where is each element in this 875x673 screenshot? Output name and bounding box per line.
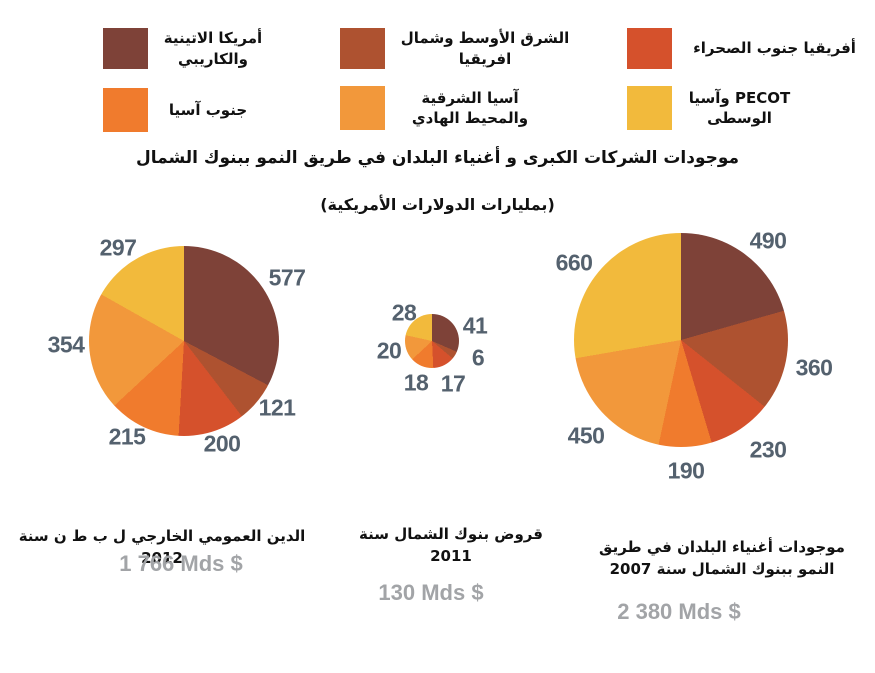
pie1-value-pecot: 297 (99, 234, 137, 261)
pie-assets-northern-banks-2007 (574, 233, 788, 447)
legend-item-east-asia-pacific: آسيا الشرقية والمحيط الهادي (340, 86, 545, 130)
caption-northern-banks-loans-2011: قروض بنوك الشمال سنة 2011 (359, 525, 543, 565)
legend-swatch-south-asia (103, 88, 148, 132)
pie1-value-mena: 121 (258, 394, 296, 421)
caption-assets-northern-banks-2007: موجودات أغنياء البلدان في طريق النمو ببن… (597, 537, 847, 581)
pie-northern-banks-loans-2011 (405, 314, 459, 368)
legend-swatch-latin-america-caribbean (103, 28, 148, 69)
pie-external-public-debt-2012 (89, 246, 279, 436)
pie2-value-sub-saharan: 17 (440, 370, 466, 397)
pie1-value-east-asia: 354 (47, 331, 85, 358)
legend-label-pecot-central-asia: PECOT وآسيا الوسطى (688, 88, 791, 127)
legend-label-sub-saharan-africa: أفريقيا جنوب الصحراء (693, 39, 856, 58)
pie3-value-mena: 360 (795, 354, 833, 381)
legend-swatch-east-asia-pacific (340, 86, 385, 130)
pie3-value-pecot: 660 (555, 249, 593, 276)
total-northern-banks-loans-2011: 130 Mds $ (378, 580, 484, 605)
pie1-value-south-asia: 215 (108, 423, 146, 450)
pie3-value-east-asia: 450 (567, 422, 605, 449)
legend-swatch-middle-east-north-africa (340, 28, 385, 69)
pie3-value-latin-america: 490 (749, 227, 787, 254)
legend-item-pecot-central-asia: PECOT وآسيا الوسطى (627, 86, 797, 130)
legend-swatch-pecot-central-asia (627, 86, 672, 130)
pie2-value-latin-america: 41 (462, 312, 488, 339)
legend-item-sub-saharan-africa: أفريقيا جنوب الصحراء (627, 28, 867, 69)
chart-subtitle: (بمليارات الدولارات الأمريكية) (320, 195, 555, 214)
chart-title: موجودات الشركات الكبرى و أغنياء البلدان … (135, 148, 740, 168)
legend-item-middle-east-north-africa: الشرق الأوسط وشمال افريقيا (340, 28, 575, 69)
total-external-public-debt-2012: 1 766 Mds $ (119, 551, 243, 576)
legend-label-middle-east-north-africa: الشرق الأوسط وشمال افريقيا (400, 29, 570, 68)
caption-external-public-debt-2012: الدين العمومي الخارجي ل ب ط ن سنة 2012 (18, 527, 306, 567)
pie2-value-east-asia: 20 (376, 337, 402, 364)
pie2-value-mena: 6 (471, 344, 485, 371)
pie3-value-south-asia: 190 (667, 457, 705, 484)
legend-item-south-asia: جنوب آسيا (103, 88, 258, 132)
total-assets-northern-banks-2007: 2 380 Mds $ (617, 599, 741, 624)
pie3-value-sub-saharan: 230 (749, 436, 787, 463)
pie1-value-sub-saharan: 200 (203, 430, 241, 457)
caption-assets-line2: النمو ببنوك الشمال سنة 2007 (609, 559, 835, 578)
legend-label-south-asia: جنوب آسيا (168, 100, 248, 119)
pie1-value-latin-america: 577 (268, 264, 306, 291)
pie2-value-south-asia: 18 (403, 369, 429, 396)
legend-label-east-asia-pacific: آسيا الشرقية والمحيط الهادي (411, 88, 529, 127)
legend-item-latin-america-caribbean: أمريكا الاتينية والكاريبي (103, 28, 268, 69)
caption-assets-line1: موجودات أغنياء البلدان في طريق (599, 538, 845, 556)
legend-swatch-sub-saharan-africa (627, 28, 672, 69)
legend-label-latin-america-caribbean: أمريكا الاتينية والكاريبي (163, 29, 263, 68)
pie2-value-pecot: 28 (391, 299, 417, 326)
